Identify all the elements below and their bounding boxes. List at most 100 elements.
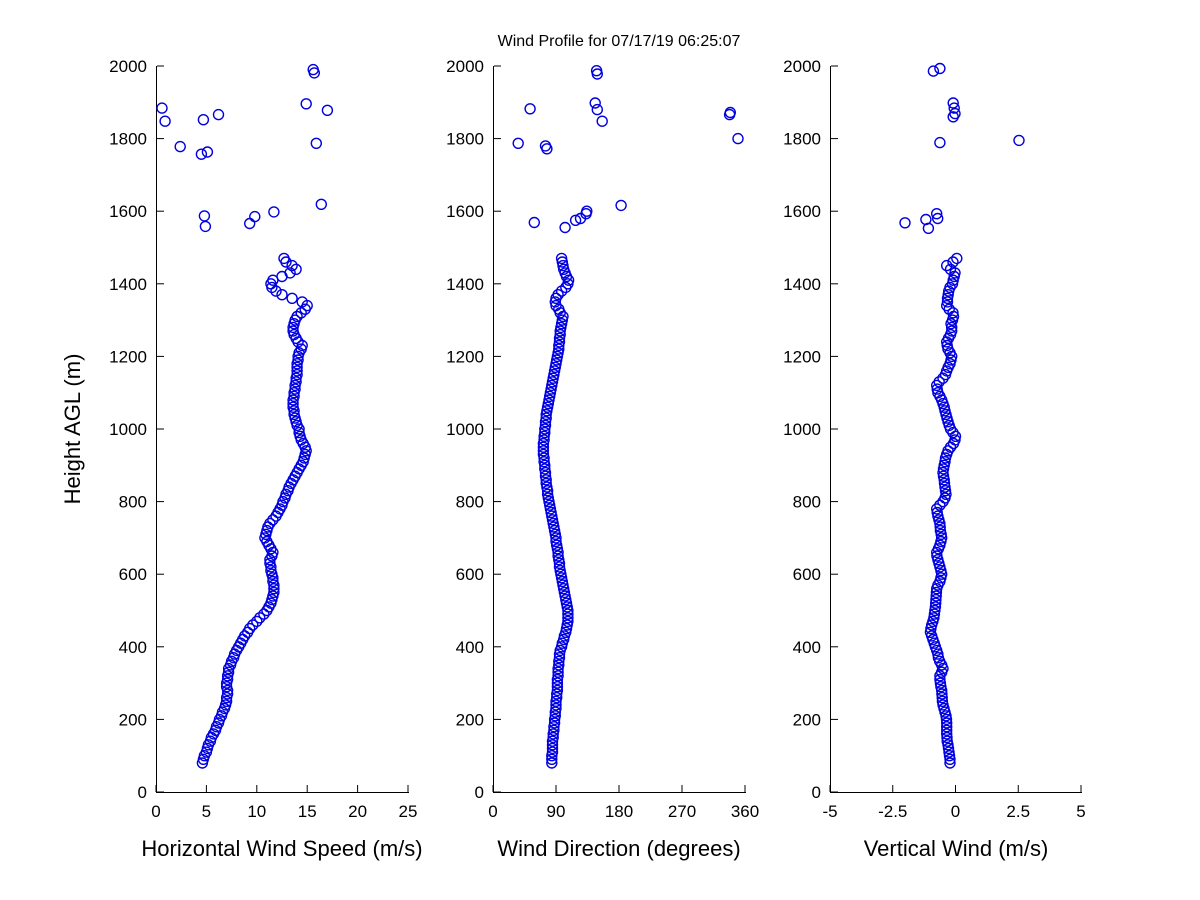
data-point-marker <box>924 626 937 638</box>
data-point-marker <box>289 383 301 395</box>
data-point-marker <box>939 485 952 497</box>
data-point-marker <box>524 103 536 115</box>
data-point-marker <box>932 652 945 664</box>
data-point-marker <box>941 724 953 736</box>
data-point-marker <box>949 107 961 120</box>
data-point-marker <box>268 206 280 218</box>
data-point-marker <box>548 724 560 736</box>
x-tick-label: 25 <box>399 802 418 821</box>
data-point-marker <box>941 731 953 744</box>
data-point-marker <box>197 113 210 126</box>
data-point-marker <box>941 296 954 308</box>
data-point-marker <box>221 673 234 686</box>
subplot-vertical-wind: -5 -2.5 0 2.5 5 0 200 400 600 800 1000 1200 1400 1600… <box>783 57 1086 821</box>
x-tick-label: 0 <box>151 802 160 821</box>
x-tick-label: 5 <box>202 802 211 821</box>
data-point-marker <box>251 615 263 628</box>
data-point-marker <box>221 688 234 700</box>
y-tick-label: 1800 <box>783 130 821 149</box>
data-point-marker <box>934 524 947 537</box>
data-point-marker <box>291 310 303 323</box>
data-point-marker <box>539 463 551 475</box>
data-point-marker <box>551 684 564 697</box>
y-tick-label: 200 <box>119 710 147 729</box>
y-tick-label: 2000 <box>446 57 484 76</box>
y-tick-label: 200 <box>793 710 821 729</box>
data-point-marker <box>941 735 953 747</box>
data-point-marker <box>559 221 571 234</box>
data-point-marker <box>195 148 208 160</box>
data-point-marker <box>941 259 953 272</box>
y-tick-label: 1200 <box>109 347 147 366</box>
data-point-marker <box>932 212 944 225</box>
data-point-marker <box>287 401 299 413</box>
data-point-marker <box>321 104 334 117</box>
data-point-marker <box>553 652 566 664</box>
y-tick-label: 800 <box>793 493 821 512</box>
data-point-marker <box>589 97 601 109</box>
x-tick-label: 0 <box>951 802 960 821</box>
data-point-marker <box>538 456 550 468</box>
data-point-marker <box>293 426 305 439</box>
data-point-marker <box>615 199 627 212</box>
data-point-marker <box>548 717 561 729</box>
data-point-marker <box>287 325 299 337</box>
data-point-marker <box>512 137 524 150</box>
data-point-marker <box>934 673 946 686</box>
data-point-marker <box>931 207 943 220</box>
data-point-marker <box>201 146 214 158</box>
y-tick-label: 800 <box>119 493 147 512</box>
x-tick-label: 15 <box>298 802 317 821</box>
data-point-marker <box>562 615 574 628</box>
y-tick-label: 1400 <box>446 275 484 294</box>
data-point-marker <box>581 205 593 217</box>
data-point-marker <box>546 753 558 765</box>
data-point-marker <box>928 608 941 620</box>
y-tick-label: 2000 <box>109 57 147 76</box>
data-point-marker <box>528 216 540 229</box>
data-point-marker <box>288 408 300 421</box>
data-point-marker <box>947 307 959 319</box>
data-point-marker <box>199 220 212 233</box>
x-tick-label: 360 <box>731 802 759 821</box>
data-point-marker <box>290 376 302 388</box>
data-point-marker <box>920 213 932 226</box>
y-tick-label: 1600 <box>783 202 821 221</box>
data-point-marker <box>278 252 290 265</box>
data-point-marker <box>553 343 565 355</box>
data-point-marker <box>537 445 550 457</box>
x-tick-label: 0 <box>488 802 497 821</box>
data-point-marker <box>555 252 568 265</box>
data-point-marker <box>553 561 566 573</box>
y-tick-label: 1000 <box>446 420 484 439</box>
data-point-marker <box>937 466 949 479</box>
data-point-marker <box>295 307 307 319</box>
data-point-marker <box>940 713 953 726</box>
data-point-marker <box>553 336 566 348</box>
data-point-marker <box>951 252 963 265</box>
data-point-marker <box>546 746 559 758</box>
data-point-marker <box>174 140 186 153</box>
data-point-marker <box>936 688 948 700</box>
figure-title: Wind Profile for 07/17/19 06:25:07 <box>497 33 741 50</box>
x-tick-label: 10 <box>247 802 266 821</box>
x-tick-label: 5 <box>1076 802 1085 821</box>
data-point-marker <box>265 564 277 577</box>
data-point-marker <box>596 115 608 127</box>
data-point-marker <box>290 263 302 275</box>
y-tick-label: 1200 <box>446 347 484 366</box>
y-tick-label: 1600 <box>446 202 484 221</box>
data-point-marker <box>540 477 552 490</box>
x-tick-label: 20 <box>348 802 367 821</box>
data-point-marker <box>591 103 603 116</box>
data-point-marker <box>243 622 256 635</box>
data-point-marker <box>551 677 564 689</box>
data-point-marker <box>931 506 943 519</box>
data-point-marker <box>549 710 561 722</box>
data-point-marker <box>940 488 952 500</box>
y-tick-label: 0 <box>138 783 147 802</box>
data-point-marker <box>944 263 957 275</box>
data-point-marker <box>551 691 563 704</box>
data-point-marker <box>899 217 911 229</box>
